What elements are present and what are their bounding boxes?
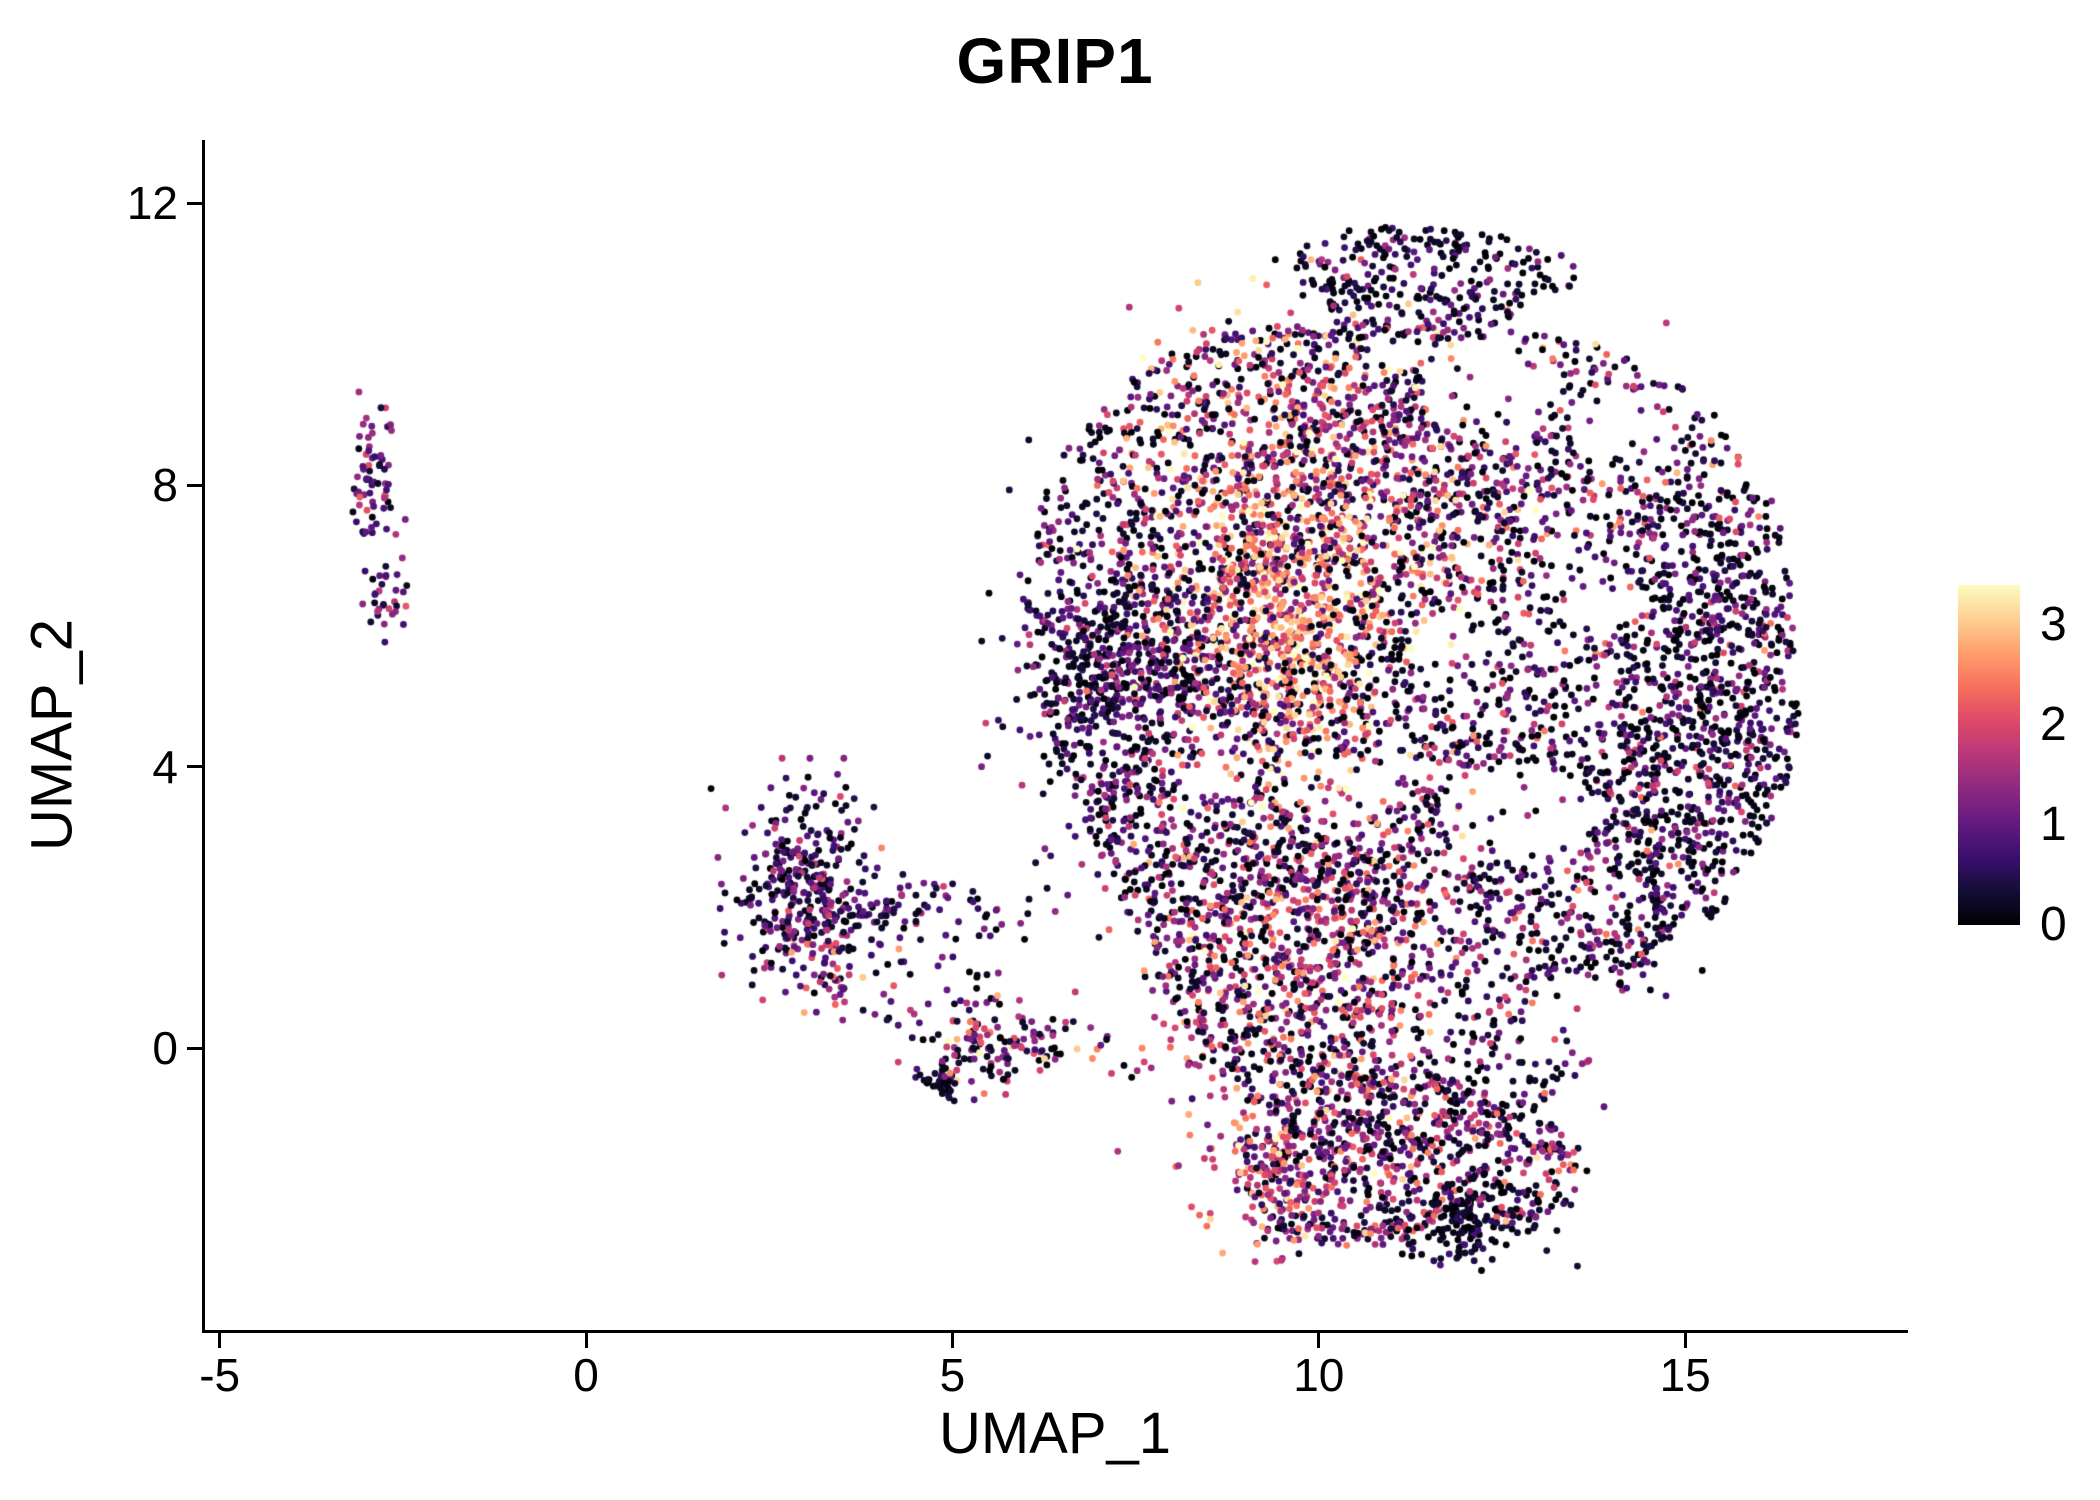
x-tick-mark: [218, 1333, 222, 1348]
x-tick-label: 10: [1293, 1349, 1345, 1401]
y-axis-line: [202, 140, 205, 1333]
y-tick-mark: [187, 1046, 202, 1050]
y-tick-label: 0: [152, 1022, 178, 1075]
y-tick-mark: [187, 765, 202, 769]
x-tick-label: 5: [939, 1349, 966, 1401]
x-tick-mark: [584, 1333, 588, 1348]
x-tick-label: -5: [199, 1349, 241, 1401]
x-tick-label: 0: [573, 1349, 599, 1401]
x-tick-mark: [1317, 1333, 1321, 1348]
y-tick-label: 4: [152, 740, 178, 793]
colorbar-tick-label: 0: [2040, 898, 2067, 951]
expression-colorbar: [1958, 585, 2020, 925]
colorbar-tick-label: 3: [2040, 598, 2067, 651]
colorbar-tick-label: 2: [2040, 698, 2067, 751]
colorbar-tick-label: 1: [2040, 798, 2067, 851]
y-axis-label: UMAP_2: [19, 618, 85, 852]
y-tick-label: 12: [126, 177, 178, 230]
x-tick-mark: [1683, 1333, 1687, 1348]
y-tick-mark: [187, 483, 202, 487]
x-axis-label: UMAP_1: [938, 1401, 1172, 1466]
y-tick-mark: [187, 201, 202, 205]
y-tick-label: 8: [152, 459, 178, 512]
x-tick-mark: [950, 1333, 954, 1348]
x-axis-line: [202, 1330, 1908, 1333]
chart-title: GRIP1: [956, 25, 1154, 97]
x-tick-label: 15: [1659, 1349, 1711, 1401]
